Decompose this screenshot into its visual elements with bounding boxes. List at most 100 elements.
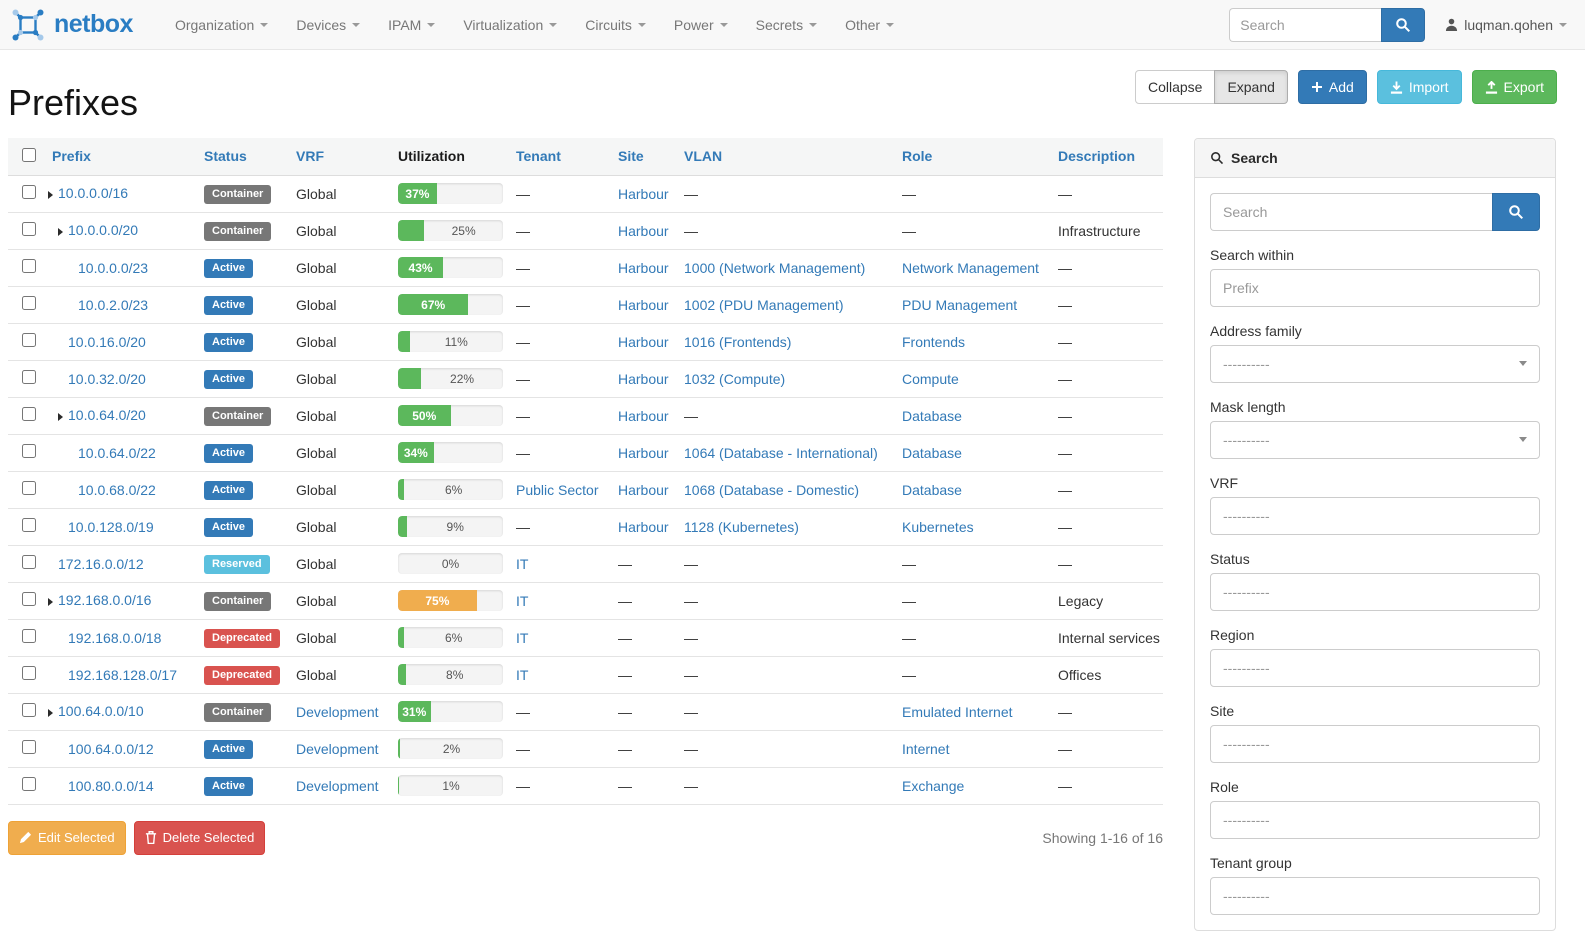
site-link[interactable]: Harbour (618, 481, 669, 498)
prefix-link[interactable]: 10.0.64.0/22 (78, 444, 156, 461)
role-link[interactable]: Database (902, 444, 962, 461)
row-checkbox[interactable] (22, 370, 36, 385)
prefix-link[interactable]: 10.0.0.0/20 (68, 221, 139, 238)
nav-item-power[interactable]: Power (660, 0, 742, 50)
tenant-link[interactable]: Public Sector (516, 481, 599, 498)
row-checkbox[interactable] (22, 555, 36, 570)
row-checkbox[interactable] (22, 481, 36, 496)
vrf-link[interactable]: Development (296, 703, 379, 720)
nav-item-circuits[interactable]: Circuits (571, 0, 660, 50)
row-checkbox[interactable] (22, 518, 36, 533)
row-checkbox[interactable] (22, 777, 36, 792)
nav-item-organization[interactable]: Organization (161, 0, 282, 50)
role-link[interactable]: PDU Management (902, 296, 1018, 313)
global-search-input[interactable] (1229, 7, 1382, 42)
import-button[interactable]: Import (1376, 70, 1462, 104)
filter-input-search-within[interactable] (1210, 268, 1540, 307)
filter-select-tenant-group[interactable]: ---------- (1210, 876, 1540, 915)
site-link[interactable]: Harbour (618, 185, 669, 202)
prefix-link[interactable]: 10.0.2.0/23 (78, 296, 149, 313)
role-link[interactable]: Frontends (902, 333, 966, 350)
filter-search-button[interactable] (1492, 192, 1540, 231)
add-button[interactable]: Add (1297, 70, 1367, 104)
filter-search-input[interactable] (1210, 192, 1492, 231)
nav-item-devices[interactable]: Devices (282, 0, 374, 50)
prefix-link[interactable]: 10.0.128.0/19 (68, 518, 154, 535)
site-link[interactable]: Harbour (618, 444, 669, 461)
column-header-site[interactable]: Site (608, 137, 674, 176)
vlan-link[interactable]: 1064 (Database - International) (684, 444, 878, 461)
netbox-logo[interactable]: netbox (10, 8, 133, 42)
vlan-link[interactable]: 1016 (Frontends) (684, 333, 792, 350)
site-link[interactable]: Harbour (618, 407, 669, 424)
row-checkbox[interactable] (22, 666, 36, 681)
nav-item-secrets[interactable]: Secrets (742, 0, 831, 50)
prefix-link[interactable]: 10.0.64.0/20 (68, 406, 146, 423)
edit-selected-button[interactable]: Edit Selected (8, 820, 126, 855)
filter-select-mask-length[interactable]: ---------- (1210, 420, 1540, 459)
row-checkbox[interactable] (22, 333, 36, 348)
vlan-link[interactable]: 1000 (Network Management) (684, 259, 866, 276)
column-header-role[interactable]: Role (892, 137, 1048, 176)
row-checkbox[interactable] (22, 222, 36, 237)
column-header-status[interactable]: Status (194, 137, 286, 176)
row-checkbox[interactable] (22, 444, 36, 459)
tenant-link[interactable]: IT (516, 592, 529, 609)
role-link[interactable]: Database (902, 481, 962, 498)
prefix-link[interactable]: 192.168.128.0/17 (68, 666, 177, 683)
row-checkbox[interactable] (22, 703, 36, 718)
user-menu[interactable]: luqman.qohen (1445, 17, 1567, 33)
site-link[interactable]: Harbour (618, 333, 669, 350)
site-link[interactable]: Harbour (618, 222, 669, 239)
role-link[interactable]: Kubernetes (902, 518, 974, 535)
site-link[interactable]: Harbour (618, 296, 669, 313)
export-button[interactable]: Export (1471, 70, 1557, 104)
role-link[interactable]: Emulated Internet (902, 703, 1013, 720)
filter-select-region[interactable]: ---------- (1210, 648, 1540, 687)
delete-selected-button[interactable]: Delete Selected (133, 820, 266, 855)
filter-select-address-family[interactable]: ---------- (1210, 344, 1540, 383)
row-checkbox[interactable] (22, 407, 36, 422)
role-link[interactable]: Database (902, 407, 962, 424)
role-link[interactable]: Exchange (902, 777, 965, 794)
vlan-link[interactable]: 1128 (Kubernetes) (684, 518, 799, 535)
column-header-vlan[interactable]: VLAN (674, 137, 892, 176)
nav-item-other[interactable]: Other (831, 0, 908, 50)
filter-select-status[interactable]: ---------- (1210, 572, 1540, 611)
row-checkbox[interactable] (22, 259, 36, 274)
row-checkbox[interactable] (22, 296, 36, 311)
site-link[interactable]: Harbour (618, 259, 669, 276)
prefix-link[interactable]: 10.0.68.0/22 (78, 481, 156, 498)
role-link[interactable]: Network Management (902, 259, 1039, 276)
role-link[interactable]: Internet (902, 740, 950, 757)
vrf-link[interactable]: Development (296, 777, 379, 794)
row-checkbox[interactable] (22, 740, 36, 755)
prefix-link[interactable]: 100.80.0.0/14 (68, 777, 154, 794)
collapse-button[interactable]: Collapse (1134, 70, 1216, 104)
nav-item-virtualization[interactable]: Virtualization (449, 0, 571, 50)
prefix-link[interactable]: 10.0.32.0/20 (68, 370, 146, 387)
tenant-link[interactable]: IT (516, 629, 529, 646)
nav-item-ipam[interactable]: IPAM (374, 0, 449, 50)
global-search-button[interactable] (1381, 7, 1426, 42)
tenant-link[interactable]: IT (516, 555, 529, 572)
tenant-link[interactable]: IT (516, 666, 529, 683)
prefix-link[interactable]: 192.168.0.0/18 (68, 629, 162, 646)
site-link[interactable]: Harbour (618, 370, 669, 387)
column-header-prefix[interactable]: Prefix (42, 137, 194, 176)
prefix-link[interactable]: 192.168.0.0/16 (58, 591, 152, 608)
vlan-link[interactable]: 1002 (PDU Management) (684, 296, 844, 313)
prefix-link[interactable]: 100.64.0.0/12 (68, 740, 154, 757)
role-link[interactable]: Compute (902, 370, 959, 387)
filter-select-role[interactable]: ---------- (1210, 800, 1540, 839)
prefix-link[interactable]: 10.0.16.0/20 (68, 333, 146, 350)
prefix-link[interactable]: 10.0.0.0/16 (58, 184, 129, 201)
vrf-link[interactable]: Development (296, 740, 379, 757)
vlan-link[interactable]: 1032 (Compute) (684, 370, 786, 387)
filter-select-vrf[interactable]: ---------- (1210, 496, 1540, 535)
site-link[interactable]: Harbour (618, 518, 669, 535)
row-checkbox[interactable] (22, 185, 36, 200)
prefix-link[interactable]: 100.64.0.0/10 (58, 702, 144, 719)
prefix-link[interactable]: 172.16.0.0/12 (58, 555, 144, 572)
column-header-vrf[interactable]: VRF (286, 137, 388, 176)
